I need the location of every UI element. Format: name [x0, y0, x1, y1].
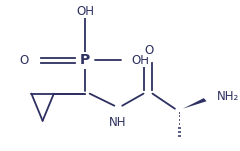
Text: O: O: [19, 54, 28, 67]
Text: OH: OH: [131, 54, 149, 67]
Text: OH: OH: [76, 5, 94, 18]
Polygon shape: [183, 98, 207, 109]
Text: O: O: [144, 44, 154, 57]
Text: NH: NH: [109, 116, 126, 129]
Text: P: P: [80, 53, 90, 67]
Text: NH₂: NH₂: [216, 90, 239, 103]
